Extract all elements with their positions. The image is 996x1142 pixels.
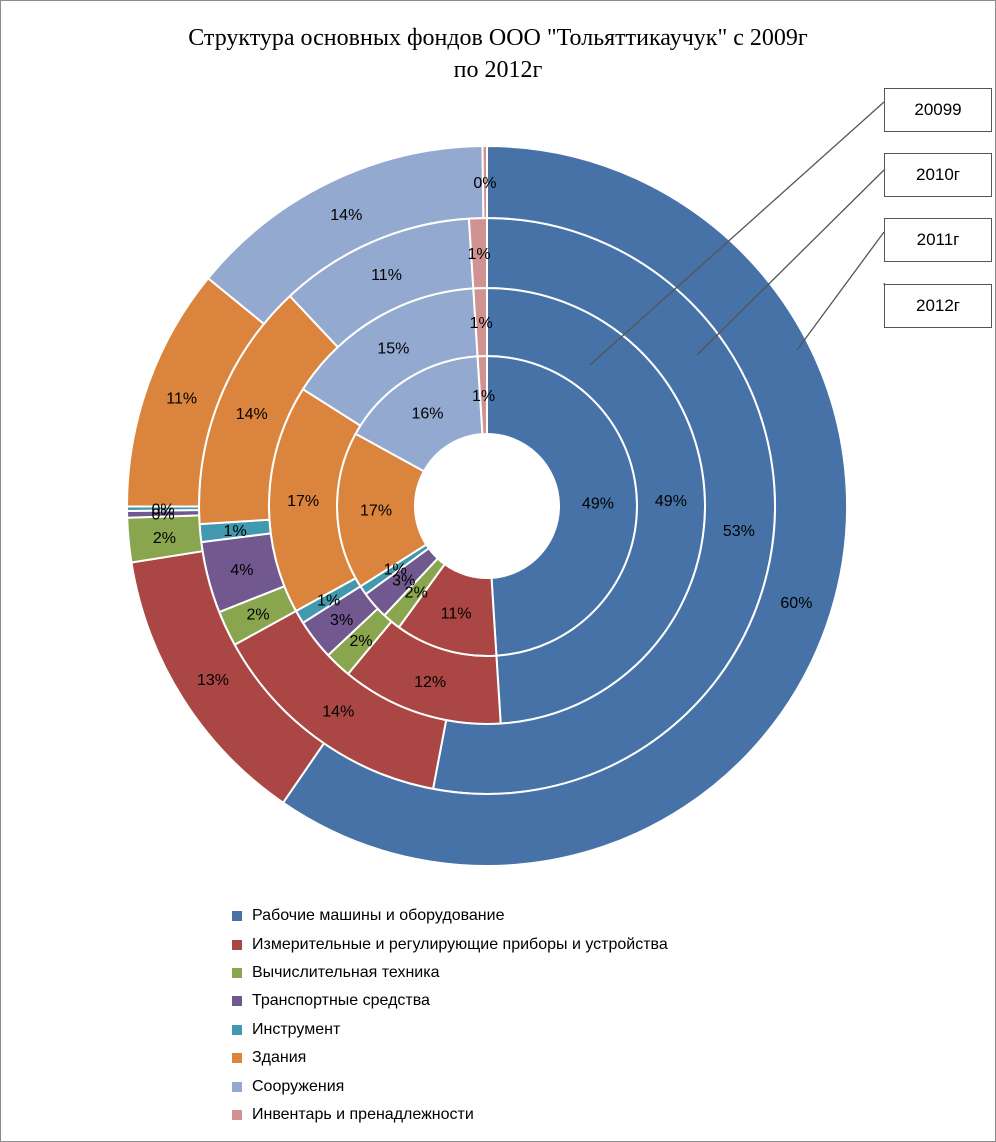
slice-label: 53% <box>723 523 755 540</box>
legend-label: Измерительные и регулирующие приборы и у… <box>252 935 668 953</box>
slice-label: 11% <box>441 606 472 623</box>
slice-label: 1% <box>472 388 495 405</box>
legend-item: Рабочие машины и оборудование <box>232 902 668 930</box>
ring-leader-line <box>796 231 885 351</box>
slice-label: 3% <box>392 572 415 589</box>
slice-label: 0% <box>152 507 175 524</box>
legend-item: Инструмент <box>232 1016 668 1044</box>
slice-label: 13% <box>197 672 229 689</box>
slice-label: 1% <box>467 246 490 263</box>
chart-title: Структура основных фондов ООО "Тольяттик… <box>0 22 996 86</box>
ring-leader-line <box>696 169 885 356</box>
slice-label: 4% <box>230 562 253 579</box>
slice-label: 2% <box>405 585 428 602</box>
legend-label: Инструмент <box>252 1020 341 1038</box>
legend-label: Инвентарь и пренадлежности <box>252 1105 474 1123</box>
ring-tag-2: 2011г <box>884 218 992 262</box>
slice-label: 2% <box>349 633 372 650</box>
donut-slice <box>281 144 848 867</box>
slice-label: 2% <box>247 607 270 624</box>
slice-label: 14% <box>322 704 354 721</box>
legend-swatch <box>232 1109 242 1120</box>
ring-tag-0: 20099 <box>884 88 992 132</box>
slice-label: 12% <box>414 674 446 691</box>
legend-item: Инвентарь и пренадлежности <box>232 1101 668 1129</box>
slice-label: 17% <box>287 493 319 510</box>
slice-label: 15% <box>377 341 409 358</box>
chart-title-line-1: Структура основных фондов ООО "Тольяттик… <box>188 25 808 51</box>
ring-tag-3: 2012г <box>884 284 992 328</box>
chart-legend: Рабочие машины и оборудование Измеритель… <box>232 902 668 1129</box>
slice-label: 11% <box>166 390 197 407</box>
slice-label: 14% <box>330 207 362 224</box>
slice-label: 17% <box>360 502 392 519</box>
slice-label: 16% <box>412 405 444 422</box>
slice-label: 2% <box>153 530 176 547</box>
legend-swatch <box>232 1081 242 1092</box>
legend-swatch <box>232 1053 242 1064</box>
slice-label: 1% <box>224 523 247 540</box>
legend-item: Здания <box>232 1044 668 1072</box>
legend-swatch <box>232 1024 242 1035</box>
legend-swatch <box>232 911 242 922</box>
slice-label: 0% <box>151 502 174 519</box>
slice-label: 1% <box>470 315 493 332</box>
slice-label: 60% <box>780 595 812 612</box>
legend-label: Вычислительная техника <box>252 963 440 981</box>
legend-item: Транспортные средства <box>232 987 668 1015</box>
legend-label: Сооружения <box>252 1077 345 1095</box>
legend-label: Здания <box>252 1049 307 1067</box>
legend-item: Сооружения <box>232 1072 668 1100</box>
chart-title-line-2: по 2012г <box>453 57 543 83</box>
ring-leader-line <box>589 101 885 366</box>
slice-label: 14% <box>236 406 268 423</box>
slice-label: 1% <box>317 593 340 610</box>
donut-slice <box>481 144 488 220</box>
slice-label: 0% <box>473 175 496 192</box>
legend-item: Измерительные и регулирующие приборы и у… <box>232 930 668 958</box>
legend-swatch <box>232 939 242 950</box>
legend-item: Вычислительная техника <box>232 959 668 987</box>
slice-label: 1% <box>384 561 407 578</box>
slice-label: 11% <box>371 267 402 284</box>
legend-swatch <box>232 996 242 1007</box>
legend-label: Рабочие машины и оборудование <box>252 907 505 925</box>
ring-tag-1: 2010г <box>884 153 992 197</box>
slice-label: 49% <box>582 496 614 513</box>
legend-swatch <box>232 967 242 978</box>
slice-label: 49% <box>655 493 687 510</box>
legend-label: Транспортные средства <box>252 992 430 1010</box>
slice-label: 3% <box>330 612 353 629</box>
